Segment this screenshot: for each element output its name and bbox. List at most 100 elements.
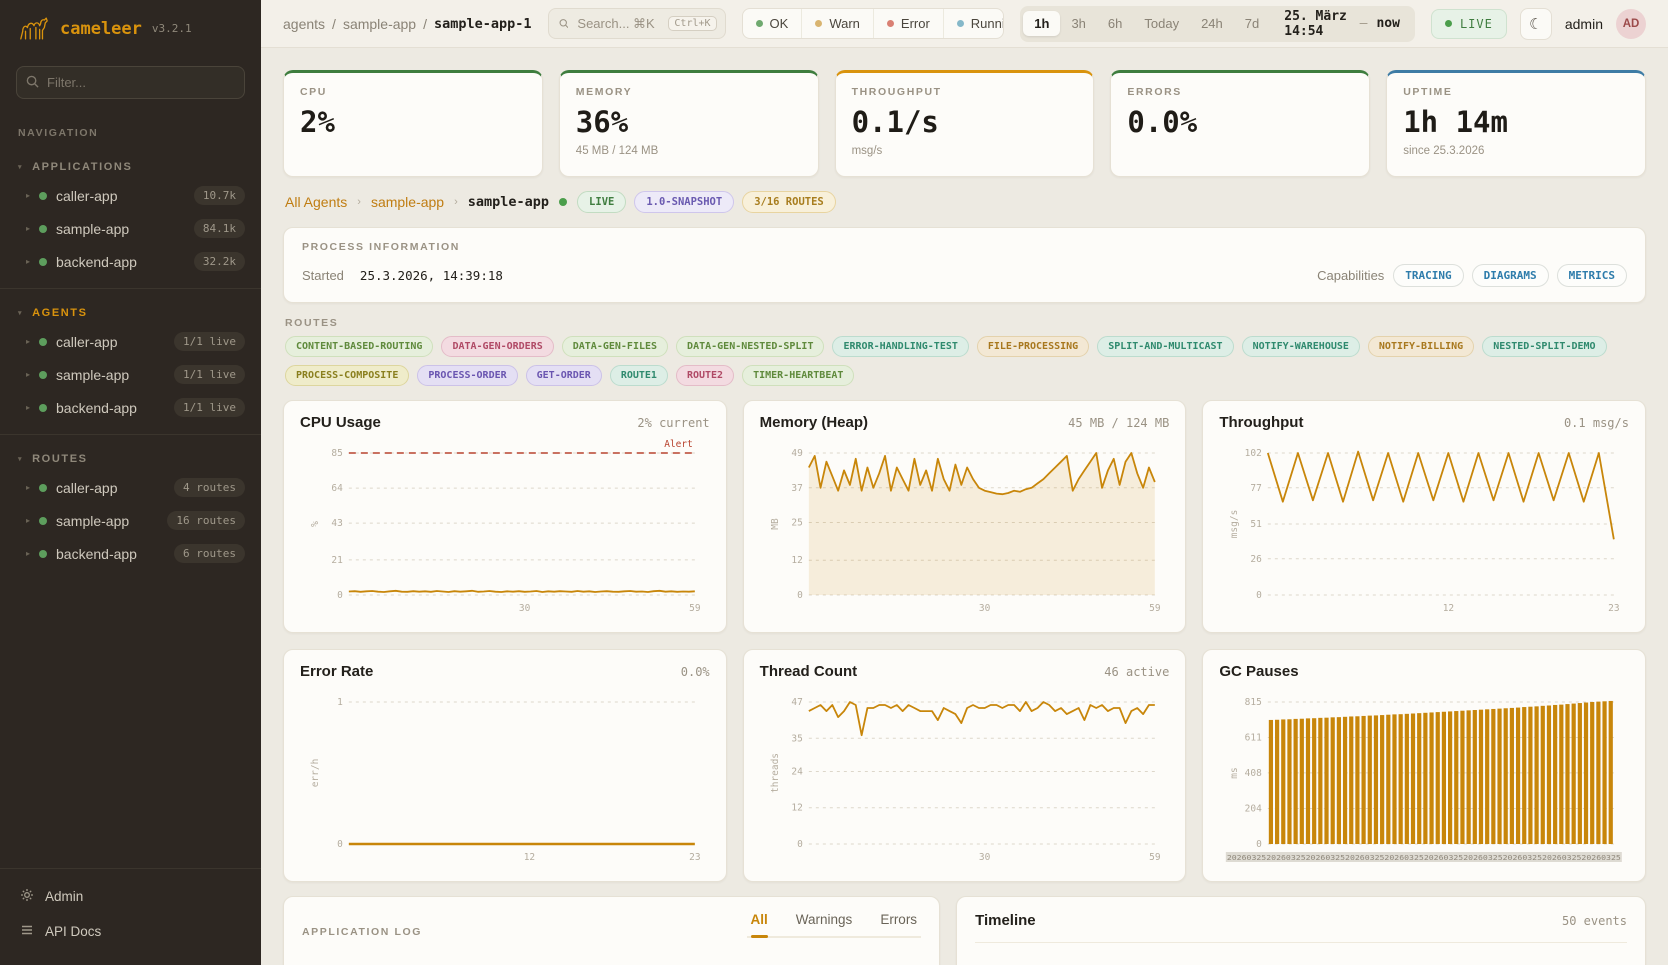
breadcrumb-separator: / xyxy=(423,15,427,32)
date-range-start: 25. März 14:54 xyxy=(1284,8,1347,39)
sidebar-item-routes-caller-app[interactable]: ▸ caller-app 4 routes xyxy=(0,471,261,504)
route-tag-file-processing[interactable]: FILE-PROCESSING xyxy=(976,336,1090,357)
svg-text:0: 0 xyxy=(337,839,343,850)
route-tag-notify-billing[interactable]: NOTIFY-BILLING xyxy=(1367,336,1475,357)
sidebar-item-applications-backend-app[interactable]: ▸ backend-app 32.2k xyxy=(0,245,261,278)
chevron-right-icon: ▸ xyxy=(26,370,31,379)
chart-header: Throughput 0.1 msg/s xyxy=(1219,414,1629,431)
svg-text:35: 35 xyxy=(791,733,802,744)
route-tag-split-and-multicast[interactable]: SPLIT-AND-MULTICAST xyxy=(1097,336,1234,357)
time-range-today[interactable]: Today xyxy=(1144,16,1180,31)
route-tag-get-order[interactable]: GET-ORDER xyxy=(525,365,602,386)
routes-section: ROUTES CONTENT-BASED-ROUTING DATA-GEN-ORD… xyxy=(283,317,1646,386)
chart-plot-error-rate: 0 1 12 23 err/h xyxy=(300,684,710,866)
chevron-right-icon: ▸ xyxy=(26,516,31,525)
tab-all[interactable]: All xyxy=(750,912,769,938)
route-tag-content-based-routing[interactable]: CONTENT-BASED-ROUTING xyxy=(285,336,434,357)
sidebar-item-agents-caller-app[interactable]: ▸ caller-app 1/1 live xyxy=(0,325,261,358)
breadcrumb: agents / sample-app / sample-app-1 xyxy=(283,16,532,32)
status-dot-icon xyxy=(39,516,48,525)
tab-warnings[interactable]: Warnings xyxy=(795,912,853,927)
svg-text:30: 30 xyxy=(979,603,991,614)
live-toggle[interactable]: LIVE xyxy=(1430,8,1507,39)
footer-item-label: Admin xyxy=(45,889,84,904)
search-input[interactable] xyxy=(575,15,662,32)
route-tag-process-composite[interactable]: PROCESS-COMPOSITE xyxy=(285,365,410,386)
svg-text:25: 25 xyxy=(791,518,802,529)
route-tag-process-order[interactable]: PROCESS-ORDER xyxy=(417,365,518,386)
status-filter-warn[interactable]: Warn xyxy=(801,9,873,38)
sidebar-item-agents-sample-app[interactable]: ▸ sample-app 1/1 live xyxy=(0,358,261,391)
section-header-applications[interactable]: ▾ APPLICATIONS xyxy=(0,151,261,179)
status-filter-error[interactable]: Error xyxy=(872,9,943,38)
tab-errors[interactable]: Errors xyxy=(880,912,918,927)
route-tag-notify-warehouse[interactable]: NOTIFY-WAREHOUSE xyxy=(1241,336,1360,357)
nav-item-badge: 1/1 live xyxy=(174,365,245,384)
route-tag-data-gen-files[interactable]: DATA-GEN-FILES xyxy=(561,336,669,357)
app-name: cameleer xyxy=(60,18,142,39)
nav-item-badge: 1/1 live xyxy=(174,398,245,417)
agent-current: sample-app xyxy=(467,194,550,210)
sidebar-footer-api-docs[interactable]: API Docs xyxy=(0,914,261,949)
chart-header: Error Rate 0.0% xyxy=(300,663,710,680)
route-tag-route2[interactable]: ROUTE2 xyxy=(675,365,735,386)
sidebar-item-applications-caller-app[interactable]: ▸ caller-app 10.7k xyxy=(0,179,261,212)
svg-text:204: 204 xyxy=(1245,803,1262,814)
metric-card-throughput: THROUGHPUT 0.1/s msg/s xyxy=(834,70,1095,177)
metric-cards: CPU 2% MEMORY 36% 45 MB / 124 MB THROUGHPUT 0.… xyxy=(283,70,1646,177)
chevron-right-icon: ▸ xyxy=(26,224,31,233)
sidebar-item-agents-backend-app[interactable]: ▸ backend-app 1/1 live xyxy=(0,391,261,424)
content: CPU 2% MEMORY 36% 45 MB / 124 MB THROUGHPUT 0.… xyxy=(261,48,1668,965)
route-tag-error-handling-test[interactable]: ERROR-HANDLING-TEST xyxy=(832,336,969,357)
gear-icon xyxy=(20,888,34,905)
route-tag-nested-split-demo[interactable]: NESTED-SPLIT-DEMO xyxy=(1482,336,1607,357)
time-range-6h[interactable]: 6h xyxy=(1107,16,1123,31)
route-tag-data-gen-nested-split[interactable]: DATA-GEN-NESTED-SPLIT xyxy=(676,336,825,357)
sidebar-item-routes-backend-app[interactable]: ▸ backend-app 6 routes xyxy=(0,537,261,570)
metric-label: UPTIME xyxy=(1403,86,1453,98)
time-range-1h[interactable]: 1h xyxy=(1023,11,1061,36)
section-header-routes[interactable]: ▾ ROUTES xyxy=(0,443,261,471)
badge-live: LIVE xyxy=(577,191,627,213)
metric-card-memory: MEMORY 36% 45 MB / 124 MB xyxy=(558,70,819,177)
sidebar-item-routes-sample-app[interactable]: ▸ sample-app 16 routes xyxy=(0,504,261,537)
agent-link-sample-app[interactable]: sample-app xyxy=(370,194,445,210)
avatar[interactable]: AD xyxy=(1616,8,1646,39)
section-label: ROUTES xyxy=(32,453,88,465)
section-header-agents[interactable]: ▾ AGENTS xyxy=(0,297,261,325)
live-label: LIVE xyxy=(1459,16,1493,31)
theme-toggle-button[interactable]: ☾ xyxy=(1519,7,1552,40)
svg-text:408: 408 xyxy=(1245,768,1262,779)
list-icon xyxy=(20,923,34,940)
svg-text:202603252026032520260325202603: 2026032520260325202603252026032520260325… xyxy=(1227,854,1621,862)
metric-value: 1h 14m xyxy=(1403,105,1508,139)
breadcrumb-link-sample-app[interactable]: sample-app xyxy=(342,15,417,32)
search-box[interactable]: Ctrl+K xyxy=(547,8,726,39)
time-range-3h[interactable]: 3h xyxy=(1071,16,1086,31)
route-tag-data-gen-orders[interactable]: DATA-GEN-ORDERS xyxy=(441,336,554,357)
chart-card-error-rate: Error Rate 0.0% 0 1 12 23 err/h xyxy=(283,649,727,882)
main: agents / sample-app / sample-app-1 Ctrl+… xyxy=(261,0,1668,965)
sidebar-footer-admin[interactable]: Admin xyxy=(0,879,261,914)
route-tag-timer-heartbeat[interactable]: TIMER-HEARTBEAT xyxy=(742,365,855,386)
nav-item-label: sample-app xyxy=(56,512,130,529)
sidebar-item-applications-sample-app[interactable]: ▸ sample-app 84.1k xyxy=(0,212,261,245)
chart-title: Throughput xyxy=(1219,414,1304,431)
started-value: 25.3.2026, 14:39:18 xyxy=(359,268,503,283)
metric-value: 36% xyxy=(575,105,629,139)
chevron-right-icon: ▸ xyxy=(26,337,31,346)
agent-link-all-agents[interactable]: All Agents xyxy=(285,194,348,210)
route-tag-route1[interactable]: ROUTE1 xyxy=(609,365,668,386)
status-filter-ok[interactable]: OK xyxy=(743,9,802,38)
breadcrumb-link-agents[interactable]: agents xyxy=(283,15,326,32)
metric-label: MEMORY xyxy=(575,86,633,98)
chevron-right-icon: ▸ xyxy=(26,191,31,200)
time-range-24h[interactable]: 24h xyxy=(1201,16,1223,31)
nav-section-routes: ▾ ROUTES ▸ caller-app 4 routes ▸ sample-app 16 … xyxy=(0,434,261,570)
filter-input[interactable] xyxy=(16,66,245,99)
chart-current-value: 0.1 msg/s xyxy=(1563,416,1629,430)
app-version: v3.2.1 xyxy=(151,22,192,35)
status-filter-running[interactable]: Running xyxy=(942,9,1003,38)
time-range-7d[interactable]: 7d xyxy=(1244,16,1260,31)
date-range[interactable]: 25. März 14:54 — now xyxy=(1270,9,1412,39)
